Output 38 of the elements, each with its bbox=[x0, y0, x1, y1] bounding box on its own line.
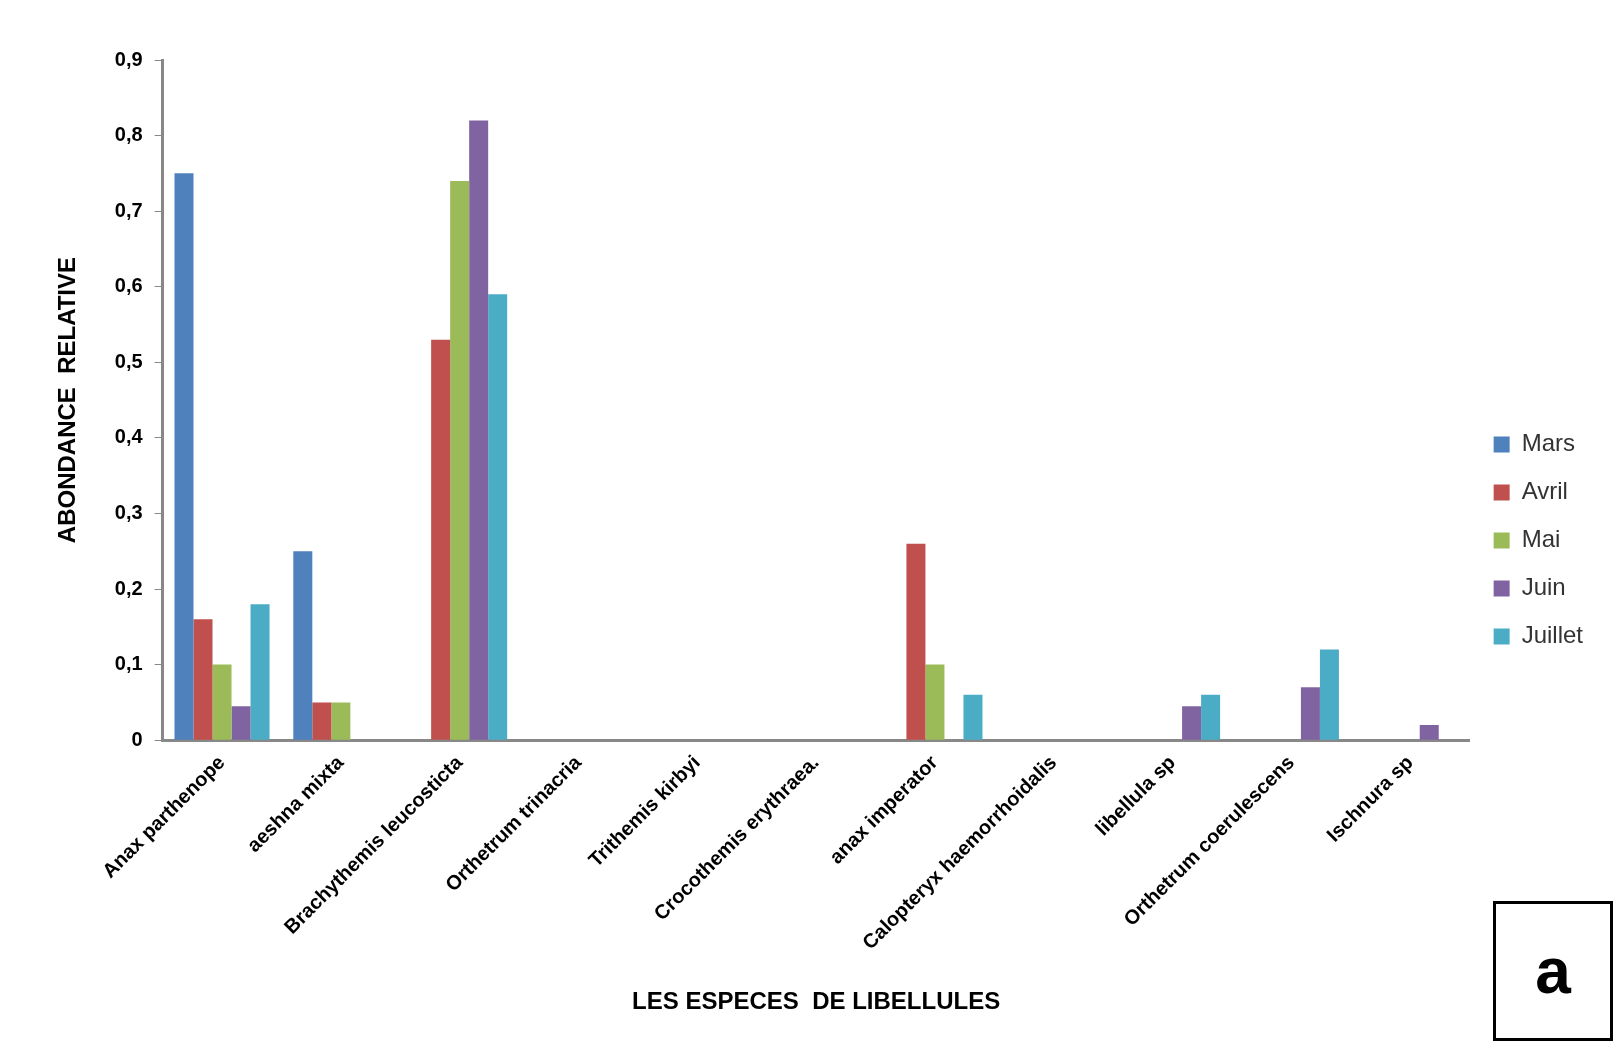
y-tick-label: 0,5 bbox=[114, 349, 143, 372]
bar bbox=[331, 702, 351, 740]
legend-label: Juillet bbox=[1521, 621, 1584, 649]
bar bbox=[469, 120, 489, 740]
bar bbox=[488, 294, 508, 740]
y-tick-label: 0,9 bbox=[114, 47, 143, 70]
bar bbox=[312, 702, 332, 740]
bar bbox=[212, 664, 232, 740]
bar bbox=[963, 694, 983, 740]
y-tick-label: 0,1 bbox=[114, 652, 143, 675]
bar bbox=[293, 551, 313, 740]
bar bbox=[1419, 725, 1439, 740]
y-tick-label: 0 bbox=[131, 727, 143, 750]
bar bbox=[1201, 694, 1221, 740]
y-axis-title: ABONDANCE RELATIVE bbox=[53, 256, 81, 544]
legend-label: Juin bbox=[1521, 573, 1566, 601]
bar bbox=[431, 339, 451, 740]
y-tick-label: 0,3 bbox=[114, 500, 143, 523]
bar bbox=[174, 173, 194, 740]
y-tick-label: 0,6 bbox=[114, 274, 143, 297]
bar bbox=[925, 664, 945, 740]
bar bbox=[1182, 706, 1202, 740]
text: a bbox=[1493, 901, 1613, 1041]
y-tick-label: 0,7 bbox=[114, 198, 143, 221]
y-tick-label: 0,2 bbox=[114, 576, 143, 599]
bar bbox=[906, 543, 926, 740]
legend-label: Mars bbox=[1521, 429, 1575, 457]
bar bbox=[193, 619, 213, 740]
legend-label: Mai bbox=[1521, 525, 1561, 553]
bar bbox=[1300, 687, 1320, 740]
y-tick-label: 0,4 bbox=[114, 425, 144, 448]
bar bbox=[231, 706, 251, 740]
legend-label: Avril bbox=[1521, 477, 1568, 505]
bar bbox=[250, 604, 270, 740]
bar bbox=[1319, 649, 1339, 740]
x-axis-title: LES ESPECES DE LIBELLULES bbox=[632, 987, 1001, 1015]
bar bbox=[450, 180, 470, 740]
y-tick-label: 0,8 bbox=[114, 123, 143, 146]
